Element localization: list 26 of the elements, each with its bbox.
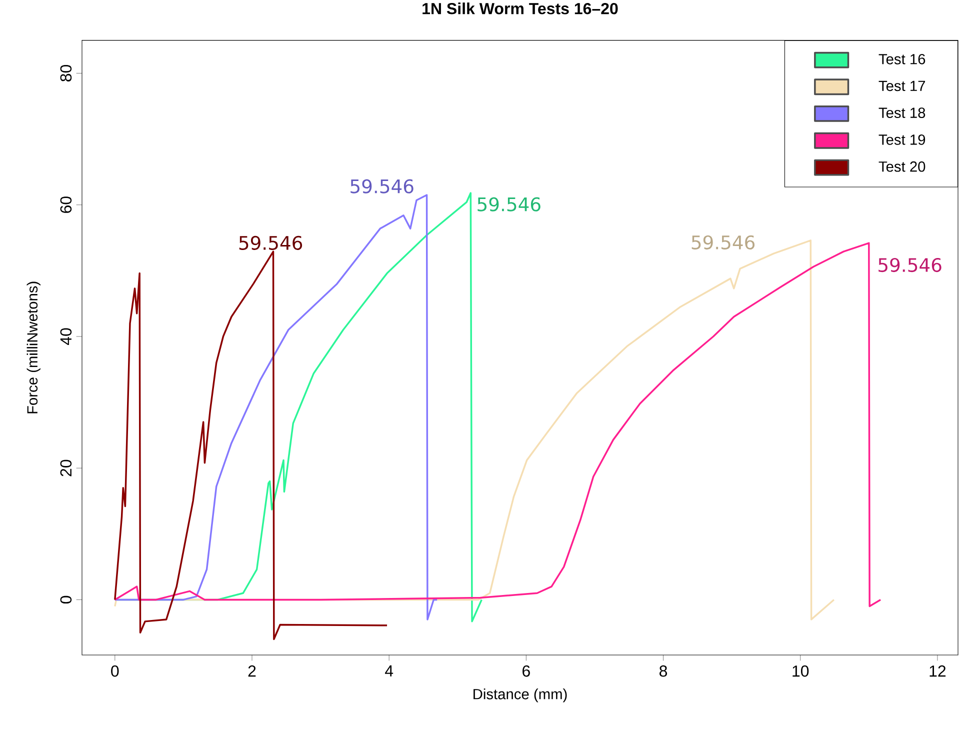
legend-label: Test 20 <box>878 161 926 172</box>
y-tick-label: 20 <box>60 460 72 476</box>
y-tick-label: 60 <box>60 196 72 213</box>
annotation: 59.546 <box>350 179 414 194</box>
x-tick-label: 10 <box>792 665 809 677</box>
y-tick-label: 0 <box>60 596 72 604</box>
x-axis-title: Distance (mm) <box>474 688 567 702</box>
x-tick-label: 4 <box>385 665 394 676</box>
x-tick-label: 12 <box>930 665 946 677</box>
line-series <box>114 250 388 640</box>
annotation: 59.546 <box>239 236 302 250</box>
annotation: 59.546 <box>692 235 755 250</box>
y-tick-label: 80 <box>60 64 72 82</box>
annotation: 59.546 <box>478 197 540 212</box>
x-tick-label: 8 <box>660 665 668 677</box>
annotation: 59.546 <box>878 258 942 272</box>
chart-title: 1N Silk Worm Tests 16–20 <box>422 2 618 14</box>
x-tick-label: 0 <box>111 665 119 677</box>
y-axis-title: Force (milliNwetons) <box>26 282 40 414</box>
x-tick-label: 6 <box>522 665 530 677</box>
legend-label: Test 16 <box>878 54 926 64</box>
x-tick-label: 2 <box>248 665 256 677</box>
legend-label: Test 18 <box>878 108 926 118</box>
y-tick-label: 40 <box>60 328 72 345</box>
legend-label: Test 17 <box>878 80 926 92</box>
legend-label: Test 19 <box>878 134 926 145</box>
